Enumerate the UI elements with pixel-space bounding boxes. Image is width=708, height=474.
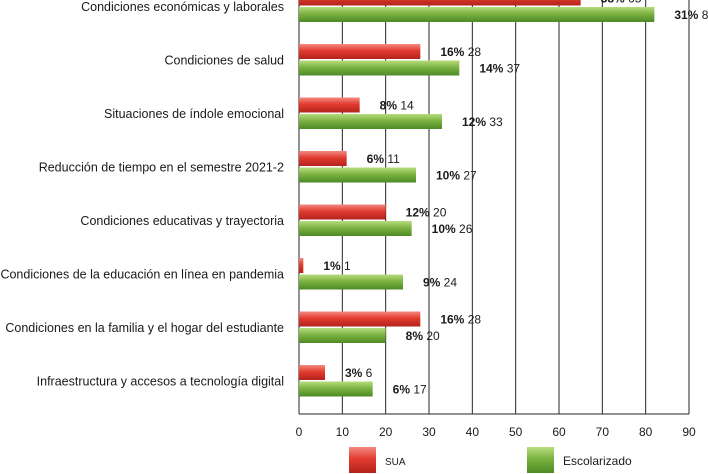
category-label: Condiciones en la familia y el hogar del…	[5, 321, 284, 335]
count-label: 28	[464, 313, 481, 327]
count-label: 14	[397, 99, 414, 113]
legend-swatch-escolarizado	[527, 447, 554, 473]
count-label: 20	[423, 329, 440, 343]
percent-label: 8%	[380, 99, 398, 113]
percent-label: 14%	[479, 62, 503, 76]
data-label: 14% 37	[479, 62, 520, 76]
x-tick-label: 90	[682, 425, 696, 439]
x-tick-label: 0	[296, 425, 303, 439]
percent-label: 12%	[462, 115, 486, 129]
percent-label: 8%	[406, 329, 424, 343]
x-tick-label: 80	[639, 425, 653, 439]
count-label: 6	[362, 366, 372, 380]
count-label: 26	[456, 222, 473, 236]
data-label: 6% 17	[393, 383, 427, 397]
category-label: Condiciones de la educación en línea en …	[0, 268, 284, 282]
x-axis-ticks: 0 10 20 30 40 50 60 70 80 90	[296, 425, 696, 439]
percent-label: 6%	[367, 152, 385, 166]
data-label: 16% 28	[440, 45, 481, 59]
data-label: 8% 14	[380, 99, 414, 113]
bar-sua	[299, 365, 325, 380]
percent-label: 6%	[393, 383, 411, 397]
category-label: Condiciones económicas y laborales	[81, 0, 284, 14]
data-label: 10% 27	[436, 169, 477, 183]
category-label: Situaciones de índole emocional	[104, 107, 284, 121]
count-label: 11	[384, 152, 400, 166]
x-tick-label: 30	[422, 425, 436, 439]
data-label: 9% 24	[423, 276, 457, 290]
count-label: 65	[625, 0, 642, 6]
x-tick-label: 40	[466, 425, 480, 439]
x-tick-label: 70	[596, 425, 610, 439]
bar-escolarizado	[299, 114, 442, 129]
percent-label: 9%	[423, 276, 441, 290]
percent-label: 10%	[432, 222, 456, 236]
data-label: 1% 1	[323, 259, 351, 273]
data-label: 12% 20	[406, 206, 447, 220]
data-label: 38% 65	[601, 0, 642, 6]
x-tick-label: 20	[379, 425, 393, 439]
bar-escolarizado	[299, 328, 386, 343]
count-label: 1	[341, 259, 351, 273]
category-label: Infraestructura y accesos a tecnología d…	[37, 375, 284, 389]
count-label: 20	[430, 206, 447, 220]
category-label: Reducción de tiempo en el semestre 2021-…	[39, 161, 284, 175]
percent-label: 1%	[323, 259, 341, 273]
data-label: 12% 33	[462, 115, 503, 129]
bar-escolarizado	[299, 274, 403, 290]
percent-label: 16%	[440, 313, 464, 327]
bar-escolarizado	[299, 167, 416, 183]
bar-sua	[299, 97, 360, 113]
data-label: 6% 11	[367, 152, 400, 166]
bar-escolarizado	[299, 221, 412, 236]
data-label: 10% 26	[432, 222, 473, 236]
data-label: 16% 28	[440, 313, 481, 327]
legend-label: Escolarizado	[563, 454, 632, 468]
count-label: 17	[410, 383, 427, 397]
percent-label: 38%	[601, 0, 625, 6]
percent-label: 31%	[674, 8, 698, 22]
count-label: 28	[464, 45, 481, 59]
count-label: 37	[503, 62, 520, 76]
bar-sua	[299, 204, 386, 220]
bar-sua	[299, 311, 421, 327]
x-tick-label: 50	[509, 425, 523, 439]
bar-escolarizado	[299, 381, 373, 397]
bar-sua	[299, 0, 581, 6]
x-tick-label: 60	[552, 425, 566, 439]
bar-sua	[299, 258, 304, 273]
legend-swatch-sua	[349, 447, 376, 473]
category-label: Condiciones de salud	[164, 54, 284, 68]
legend-label: SUA	[385, 457, 406, 468]
count-label: 24	[440, 276, 457, 290]
data-label: 31% 82	[674, 8, 708, 22]
bars	[299, 0, 655, 397]
count-label: 33	[486, 115, 503, 129]
category-labels: Condiciones económicas y laborales Condic…	[0, 0, 284, 389]
bar-sua	[299, 44, 421, 59]
data-label: 3% 6	[345, 366, 373, 380]
count-label: 82	[698, 8, 708, 22]
count-label: 27	[460, 169, 477, 183]
bar-escolarizado	[299, 60, 460, 76]
bar-escolarizado	[299, 7, 655, 22]
percent-label: 12%	[406, 206, 430, 220]
x-tick-label: 10	[336, 425, 350, 439]
legend: SUA Escolarizado	[349, 447, 632, 473]
category-label: Condiciones educativas y trayectoria	[80, 214, 284, 228]
percent-label: 10%	[436, 169, 460, 183]
bar-sua	[299, 151, 347, 166]
percent-label: 16%	[440, 45, 464, 59]
data-label: 8% 20	[406, 329, 440, 343]
percent-label: 3%	[345, 366, 363, 380]
